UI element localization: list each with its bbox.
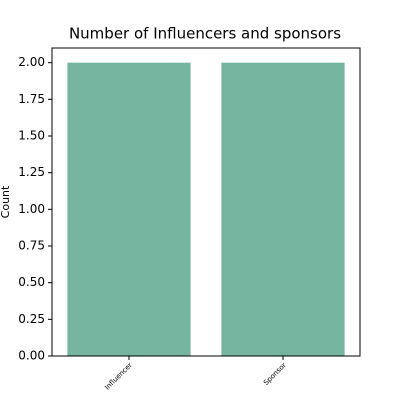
y-tick-label: 1.50 [18, 129, 45, 143]
y-tick-label: 1.00 [18, 202, 45, 216]
bar [221, 62, 345, 357]
y-tick-label: 1.75 [18, 92, 45, 106]
y-tick-label: 0.25 [18, 312, 45, 326]
chart-title: Number of Influencers and sponsors [69, 25, 341, 43]
y-axis-label: Count [0, 185, 12, 218]
y-tick-label: 0.50 [18, 275, 45, 289]
y-tick-label: 0.00 [18, 349, 45, 363]
y-tick-label: 1.25 [18, 165, 45, 179]
bar [67, 62, 191, 357]
y-tick-label: 2.00 [18, 55, 45, 69]
plot-frame [51, 47, 361, 357]
x-tick-label: Influencer [103, 361, 134, 392]
x-tick-label: Sponsor [262, 361, 288, 387]
y-tick-label: 0.75 [18, 239, 45, 253]
